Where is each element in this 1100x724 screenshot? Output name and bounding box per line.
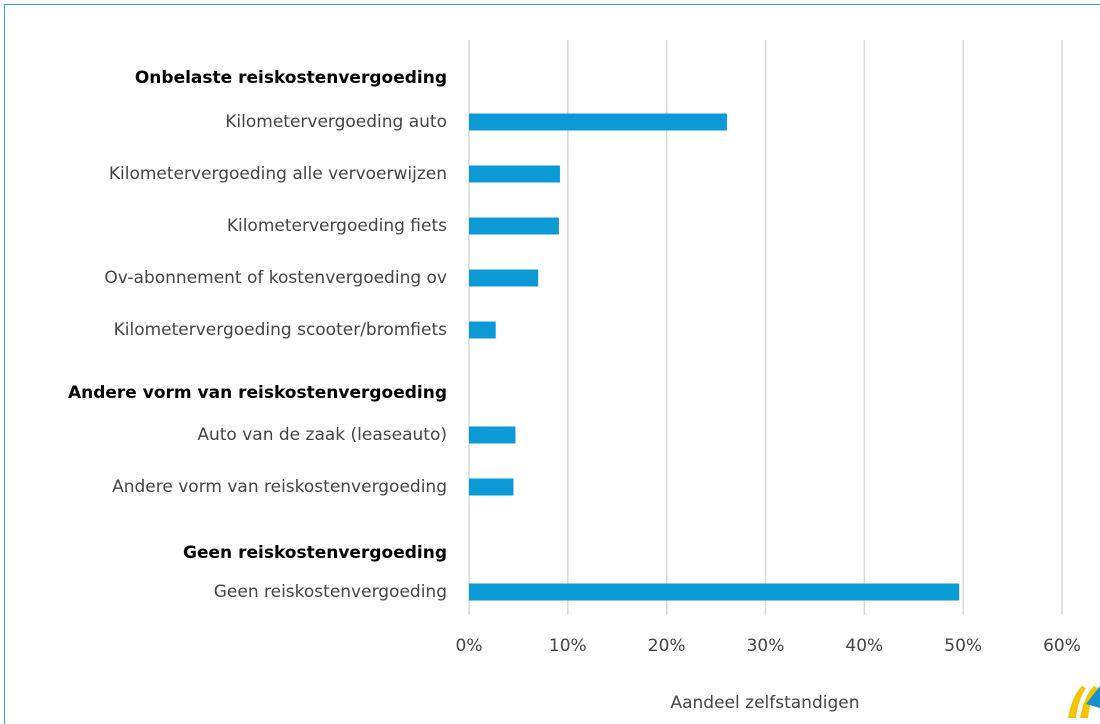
x-tick-label: 30% <box>747 636 785 656</box>
group-label: Andere vorm van reiskostenvergoeding <box>68 383 447 403</box>
bar <box>469 113 727 131</box>
group-label: Onbelaste reiskostenvergoeding <box>135 68 447 88</box>
bar <box>469 269 539 287</box>
bar <box>469 321 496 339</box>
y-tick-label: Kilometervergoeding alle vervoerwijzen <box>109 164 447 184</box>
group-label: Geen reiskostenvergoeding <box>183 543 447 563</box>
x-tick-label: 50% <box>944 636 982 656</box>
logo <box>1068 686 1100 718</box>
x-axis-title: Aandeel zelfstandigen <box>670 693 859 713</box>
y-tick-label: Geen reiskostenvergoeding <box>214 582 447 602</box>
y-tick-label: Andere vorm van reiskostenvergoeding <box>112 477 447 497</box>
x-tick-label: 40% <box>845 636 883 656</box>
y-tick-label: Auto van de zaak (leaseauto) <box>197 425 447 445</box>
frame <box>4 4 1100 724</box>
bar <box>469 165 560 183</box>
x-tick-label: 0% <box>456 636 483 656</box>
x-tick-label: 20% <box>648 636 686 656</box>
y-tick-label: Kilometervergoeding auto <box>225 112 447 132</box>
y-tick-label: Ov-abonnement of kostenvergoeding ov <box>104 268 447 288</box>
x-tick-label: 60% <box>1043 636 1081 656</box>
bar <box>469 426 516 444</box>
bar <box>469 217 559 235</box>
y-tick-label: Kilometervergoeding scooter/bromfiets <box>114 320 448 340</box>
bar <box>469 583 960 601</box>
y-tick-label: Kilometervergoeding fiets <box>227 216 447 236</box>
x-tick-label: 10% <box>549 636 587 656</box>
bar <box>469 478 514 496</box>
